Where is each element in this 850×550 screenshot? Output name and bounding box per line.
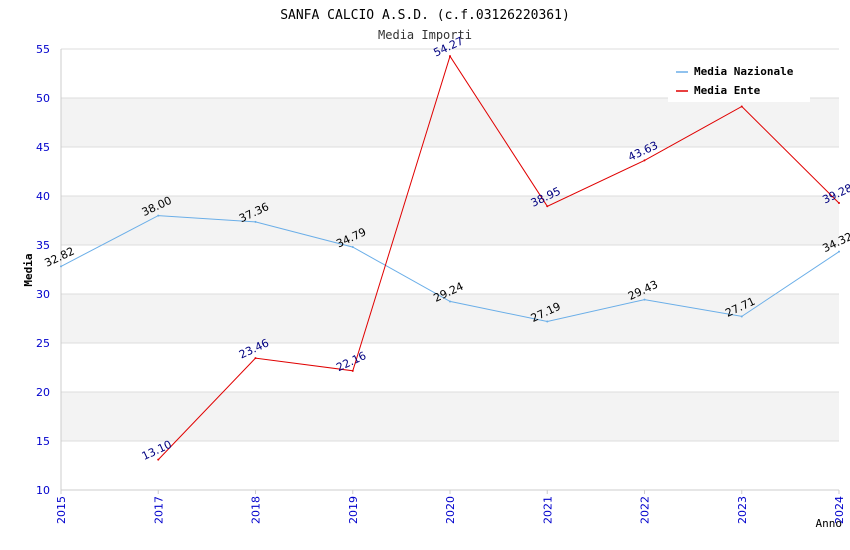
- y-tick-label: 55: [36, 43, 50, 56]
- y-tick-label: 35: [36, 239, 50, 252]
- y-tick-label: 45: [36, 141, 50, 154]
- data-point: [254, 220, 257, 223]
- data-point: [351, 246, 354, 249]
- data-label: 13.10: [140, 438, 174, 463]
- data-point: [740, 315, 743, 318]
- data-point: [157, 458, 160, 461]
- plot-band: [61, 196, 839, 245]
- x-tick-labels: 2015 2017 2018 2019 2020 2021 2022 2023 2024: [55, 496, 846, 524]
- data-point: [254, 357, 257, 360]
- y-tick-label: 25: [36, 337, 50, 350]
- x-axis-label: Anno: [816, 517, 843, 530]
- data-point: [643, 159, 646, 162]
- y-tick-labels: 10 15 20 25 30 35 40 45 50 55: [36, 43, 50, 497]
- data-point: [546, 205, 549, 208]
- data-point: [449, 55, 451, 58]
- y-tick-label: 40: [36, 190, 50, 203]
- data-point: [351, 369, 354, 372]
- y-axis-label: Media: [22, 253, 35, 286]
- series-line-media-ente: [157, 55, 840, 460]
- plot-band: [61, 392, 839, 441]
- x-tick-label: 2022: [639, 496, 652, 524]
- data-point: [643, 298, 646, 301]
- y-tick-label: 10: [36, 484, 50, 497]
- data-point: [838, 250, 840, 253]
- x-tick-label: 2017: [152, 496, 165, 524]
- y-tick-label: 15: [36, 435, 50, 448]
- data-point: [157, 214, 160, 217]
- plot-bands: [61, 98, 839, 441]
- x-tick-label: 2024: [833, 496, 846, 524]
- x-tick-label: 2023: [736, 496, 749, 524]
- legend-label-media-nazionale: Media Nazionale: [694, 65, 794, 78]
- gridlines: [61, 48, 839, 491]
- y-tick-label: 30: [36, 288, 50, 301]
- chart-subtitle: Media Importi: [378, 28, 472, 42]
- x-tick-label: 2019: [347, 496, 360, 524]
- data-point: [449, 300, 451, 303]
- data-point: [60, 265, 62, 268]
- data-point: [740, 105, 743, 108]
- axes: [60, 49, 840, 494]
- x-tick-label: 2021: [541, 496, 554, 524]
- chart-title: SANFA CALCIO A.S.D. (c.f.03126220361): [280, 8, 570, 23]
- y-tick-label: 50: [36, 92, 50, 105]
- y-tick-label: 20: [36, 386, 50, 399]
- legend-label-media-ente: Media Ente: [694, 84, 761, 97]
- data-point: [546, 320, 549, 323]
- x-tick-label: 2018: [250, 496, 263, 524]
- x-tick-label: 2015: [55, 496, 68, 524]
- series-lines: [60, 55, 840, 461]
- legend: Media Nazionale Media Ente: [668, 60, 810, 102]
- data-point: [838, 202, 840, 205]
- legend-box: [668, 60, 810, 102]
- x-tick-label: 2020: [444, 496, 457, 524]
- plot-band: [61, 98, 839, 147]
